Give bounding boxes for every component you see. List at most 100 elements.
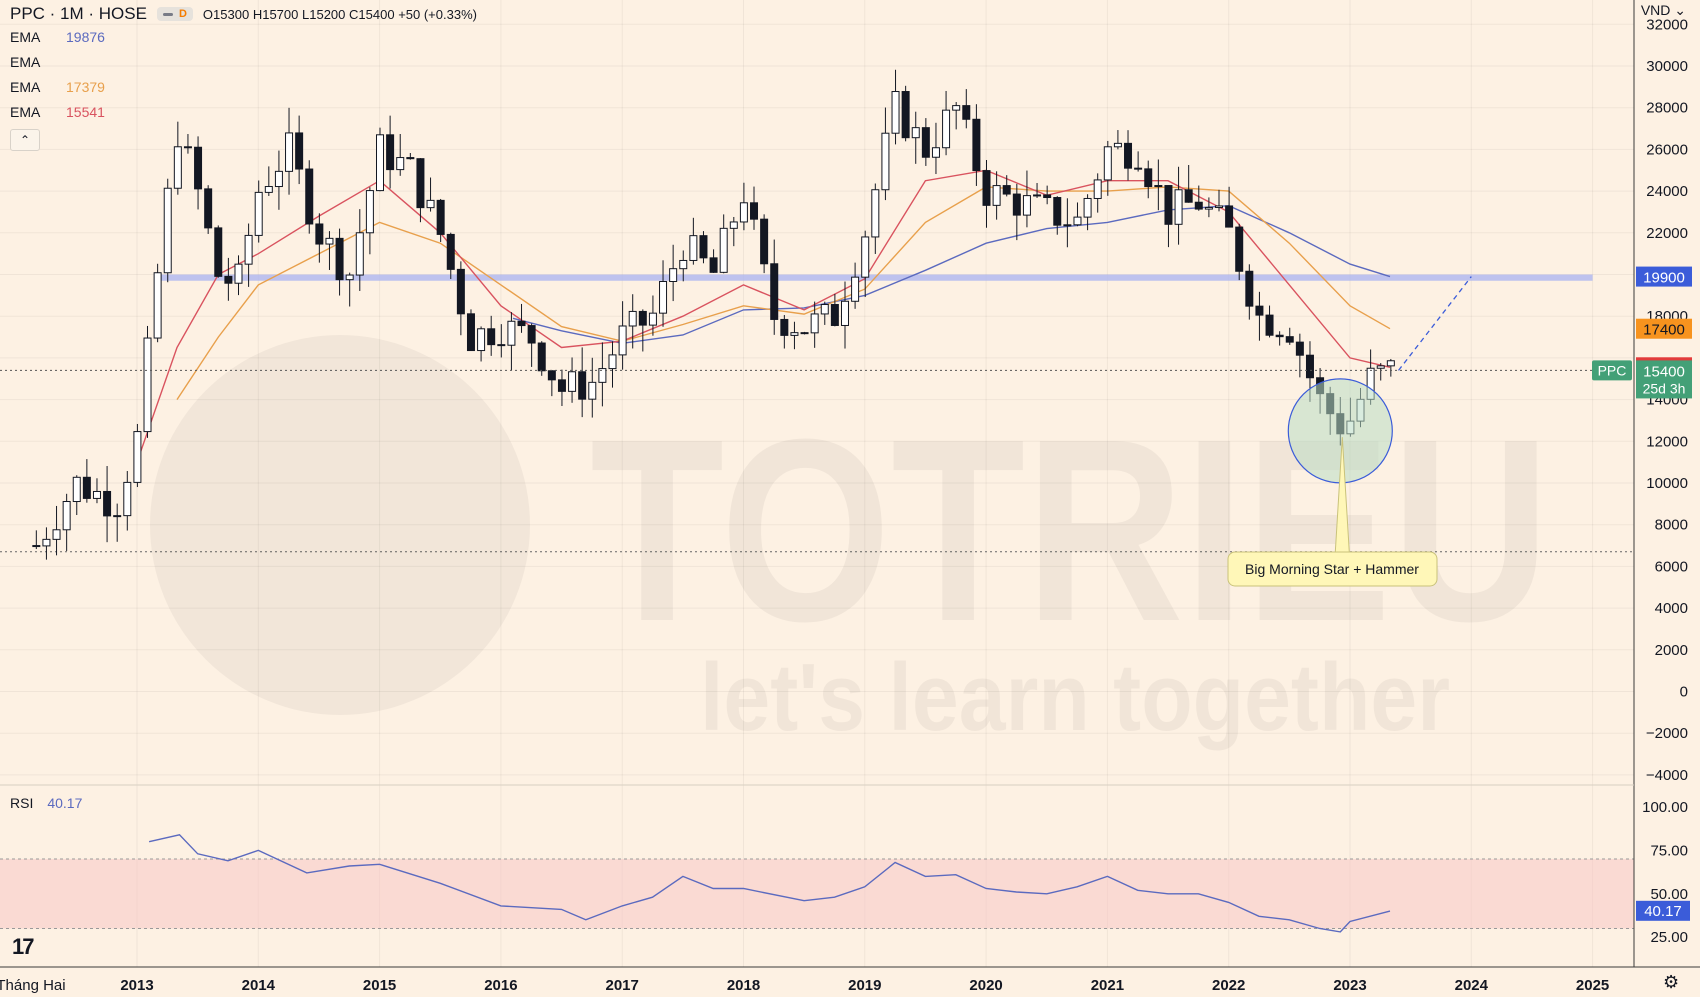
- candle-body: [1053, 197, 1062, 226]
- ema-legend-3[interactable]: EMA 17379: [10, 79, 105, 95]
- candle-body: [254, 191, 263, 236]
- candle-body: [1124, 142, 1133, 169]
- rsi-legend[interactable]: RSI 40.17: [10, 795, 83, 811]
- candle-body: [386, 134, 395, 171]
- candle-body: [1295, 341, 1304, 356]
- ema-legend-1[interactable]: EMA 19876: [10, 29, 105, 45]
- candle-body: [234, 263, 243, 284]
- price-tick-label: 30000: [1646, 58, 1688, 75]
- candle-body: [173, 146, 182, 189]
- ema-legend-2[interactable]: EMA: [10, 54, 41, 70]
- candle-body: [901, 91, 910, 139]
- candle-body: [648, 312, 657, 326]
- price-tag-17400: [1636, 318, 1692, 339]
- candle-body: [1285, 336, 1294, 343]
- candle-body: [62, 501, 71, 531]
- candle-body: [1204, 206, 1213, 210]
- candle-body: [618, 325, 627, 356]
- candle-body: [952, 105, 961, 111]
- price-tick-label: 32000: [1646, 16, 1688, 33]
- candle-body: [32, 545, 41, 548]
- candle-body: [638, 310, 647, 326]
- candle-body: [487, 328, 496, 346]
- minus-icon: [162, 12, 173, 16]
- time-tick-label: 2017: [606, 977, 639, 994]
- candle-body: [911, 127, 920, 139]
- price-tick-label: 0: [1680, 684, 1688, 701]
- time-tick-label: 2018: [727, 977, 760, 994]
- price-tag-text: 15400: [1643, 363, 1685, 380]
- candle-body: [1043, 194, 1052, 199]
- candle-body: [345, 274, 354, 281]
- candle-body: [942, 109, 951, 149]
- rsi-tick-label: 50.00: [1650, 886, 1688, 903]
- legend-header: PPC · 1M · HOSE D O15300 H15700 L15200 C…: [10, 4, 477, 24]
- ema-legend-4[interactable]: EMA 15541: [10, 104, 105, 120]
- rsi-tick-label: 25.00: [1650, 929, 1688, 946]
- price-tick-label: 12000: [1646, 433, 1688, 450]
- candle-body: [1093, 179, 1102, 199]
- candle-body: [921, 127, 930, 158]
- price-tag-15400: [1636, 360, 1692, 399]
- watermark-tagline: let's learn together: [700, 644, 1450, 751]
- price-tick-label: 4000: [1655, 600, 1688, 617]
- candle-body: [1235, 226, 1244, 272]
- candle-body: [82, 476, 91, 499]
- price-tick-label: −4000: [1646, 767, 1688, 784]
- time-tick-label: 2013: [120, 977, 153, 994]
- candle-body: [669, 268, 678, 282]
- rsi-band: [0, 859, 1634, 929]
- candle-body: [962, 105, 971, 120]
- candle-body: [143, 337, 152, 433]
- candle-body: [972, 118, 981, 172]
- candle-body: [780, 318, 789, 336]
- currency-selector[interactable]: VND ⌄: [1640, 2, 1686, 18]
- candle-body: [446, 233, 455, 270]
- chevron-up-icon: ⌃: [19, 133, 31, 147]
- collapse-legend-button[interactable]: ⌃: [10, 129, 40, 151]
- candle-body: [810, 313, 819, 334]
- candle-body: [1174, 189, 1183, 225]
- candle-body: [790, 332, 799, 336]
- candle-body: [264, 186, 273, 193]
- gear-icon[interactable]: ⚙: [1663, 972, 1680, 992]
- candle-body: [881, 132, 890, 191]
- candle-body: [1063, 224, 1072, 227]
- candle-body: [274, 170, 283, 188]
- symbol-tag-text: PPC: [1598, 362, 1627, 378]
- price-tag-19900: [1636, 266, 1692, 287]
- candle-body: [871, 189, 880, 238]
- candle-body: [1255, 305, 1264, 316]
- rsi-line: [148, 834, 1391, 933]
- candle-body: [497, 344, 506, 347]
- candle-body: [325, 237, 334, 245]
- candle-body: [335, 237, 344, 281]
- candle-body: [1225, 205, 1234, 228]
- candle-body: [1214, 205, 1223, 208]
- ema-line-1: [512, 204, 1391, 345]
- candle-body: [1134, 167, 1143, 170]
- candle-body: [92, 490, 101, 499]
- tradingview-logo[interactable]: 17: [12, 934, 35, 959]
- rsi-value-tag: [1636, 900, 1690, 921]
- candle-body: [396, 157, 405, 171]
- symbol-title[interactable]: PPC · 1M · HOSE: [10, 4, 147, 23]
- candle-body: [931, 147, 940, 158]
- candle-body: [315, 223, 324, 245]
- candle-body: [588, 381, 597, 400]
- annotation-callout[interactable]: Big Morning Star + Hammer: [1227, 437, 1438, 587]
- candle-body: [729, 221, 738, 229]
- price-tick-label: 6000: [1655, 558, 1688, 575]
- candle-body: [1386, 360, 1395, 367]
- candle-body: [982, 170, 991, 206]
- price-axis[interactable]: 3200030000280002600024000220001800014000…: [1642, 16, 1688, 946]
- candle-body: [72, 476, 81, 503]
- candle-body: [224, 275, 233, 284]
- time-tick-label: 2021: [1091, 977, 1124, 994]
- interval-badge[interactable]: D: [156, 7, 193, 21]
- price-tag-text: 17400: [1643, 322, 1685, 339]
- candle-body: [578, 371, 587, 400]
- time-axis[interactable]: Tháng Hai 2013 2014 2015 2016 2017 2018 2019 202…: [0, 977, 1609, 994]
- price-tick-label: 10000: [1646, 475, 1688, 492]
